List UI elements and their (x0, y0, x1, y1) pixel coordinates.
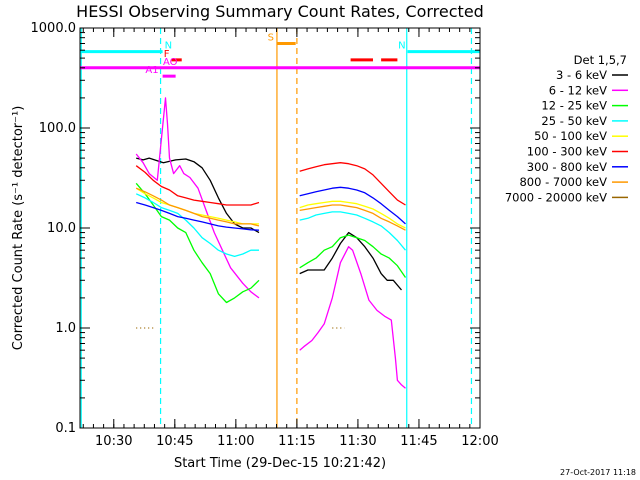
y-tick-label-0: 1000.0 (31, 21, 77, 36)
annotation-label-1: N (398, 41, 405, 52)
legend-label-6: 300 - 800 keV (527, 160, 607, 174)
y-tick-label-1: 100.0 (39, 121, 76, 136)
annotation-label-0: N (165, 41, 172, 52)
x-tick-label-3: 11:15 (278, 434, 315, 449)
y-tick-label-2: 10.0 (47, 221, 76, 236)
series-line-1-0 (135, 97, 260, 299)
footer-timestamp: 27-Oct-2017 11:18 (560, 468, 636, 477)
series-5 (135, 162, 406, 206)
series-line-0-1 (299, 231, 402, 291)
legend-label-3: 25 - 50 keV (541, 114, 607, 128)
x-tick-label-5: 11:45 (400, 434, 437, 449)
x-tick-label-6: 12:00 (461, 434, 498, 449)
legend-label-5: 100 - 300 keV (527, 145, 607, 159)
annotation-label-7: A1 (145, 65, 158, 76)
series-line-7-0 (135, 187, 260, 227)
legend-label-4: 50 - 100 keV (534, 129, 607, 143)
y-tick-label-3: 1.0 (55, 321, 76, 336)
series-1 (135, 97, 406, 389)
annotation-label-5: S (268, 32, 274, 43)
legend-title: Det 1,5,7 (574, 53, 627, 67)
series-line-6-1 (299, 186, 406, 225)
series-layer (135, 97, 407, 389)
plot-frame (79, 27, 481, 429)
series-0 (136, 157, 402, 291)
series-line-6-0 (136, 201, 260, 231)
series-line-3-1 (299, 211, 406, 251)
y-axis: 1000.0 100.0 10.0 1.0 0.1 (31, 21, 480, 436)
x-tick-label-1: 10:45 (156, 434, 193, 449)
legend-label-0: 3 - 6 keV (556, 68, 607, 82)
series-3 (135, 193, 406, 258)
series-line-5-1 (299, 162, 406, 206)
series-line-1-1 (299, 246, 406, 389)
x-tick-label-4: 11:30 (339, 434, 376, 449)
y-tick-label-4: 0.1 (55, 421, 76, 436)
series-line-0-0 (136, 157, 260, 234)
series-2 (135, 182, 407, 304)
vertical-markers (80, 28, 473, 428)
series-line-2-1 (299, 234, 407, 278)
x-axis: 10:30 10:45 11:00 11:15 11:30 11:45 12:00 (82, 28, 499, 449)
series-7 (135, 187, 406, 231)
series-4 (135, 187, 406, 229)
series-line-2-0 (135, 182, 260, 304)
legend-label-7: 800 - 7000 keV (519, 175, 607, 189)
y-axis-label: Corrected Count Rate (s⁻¹ detector⁻¹) (11, 106, 26, 351)
series-line-4-1 (299, 200, 406, 229)
annotation-label-2: F (164, 49, 170, 60)
x-axis-label: Start Time (29-Dec-15 10:21:42) (174, 456, 386, 471)
series-line-4-0 (135, 187, 259, 225)
series-line-5-0 (135, 165, 260, 206)
x-tick-label-0: 10:30 (95, 434, 132, 449)
legend-label-8: 7000 - 20000 keV (505, 190, 607, 204)
annotation-label-6: AO (163, 57, 178, 68)
legend-label-2: 12 - 25 keV (541, 99, 607, 113)
x-tick-label-2: 11:00 (217, 434, 254, 449)
series-line-3-0 (135, 193, 259, 258)
series-6 (136, 186, 406, 231)
legend-label-1: 6 - 12 keV (549, 83, 607, 97)
series-line-7-1 (299, 204, 406, 231)
chart-title: HESSI Observing Summary Count Rates, Cor… (76, 2, 484, 21)
